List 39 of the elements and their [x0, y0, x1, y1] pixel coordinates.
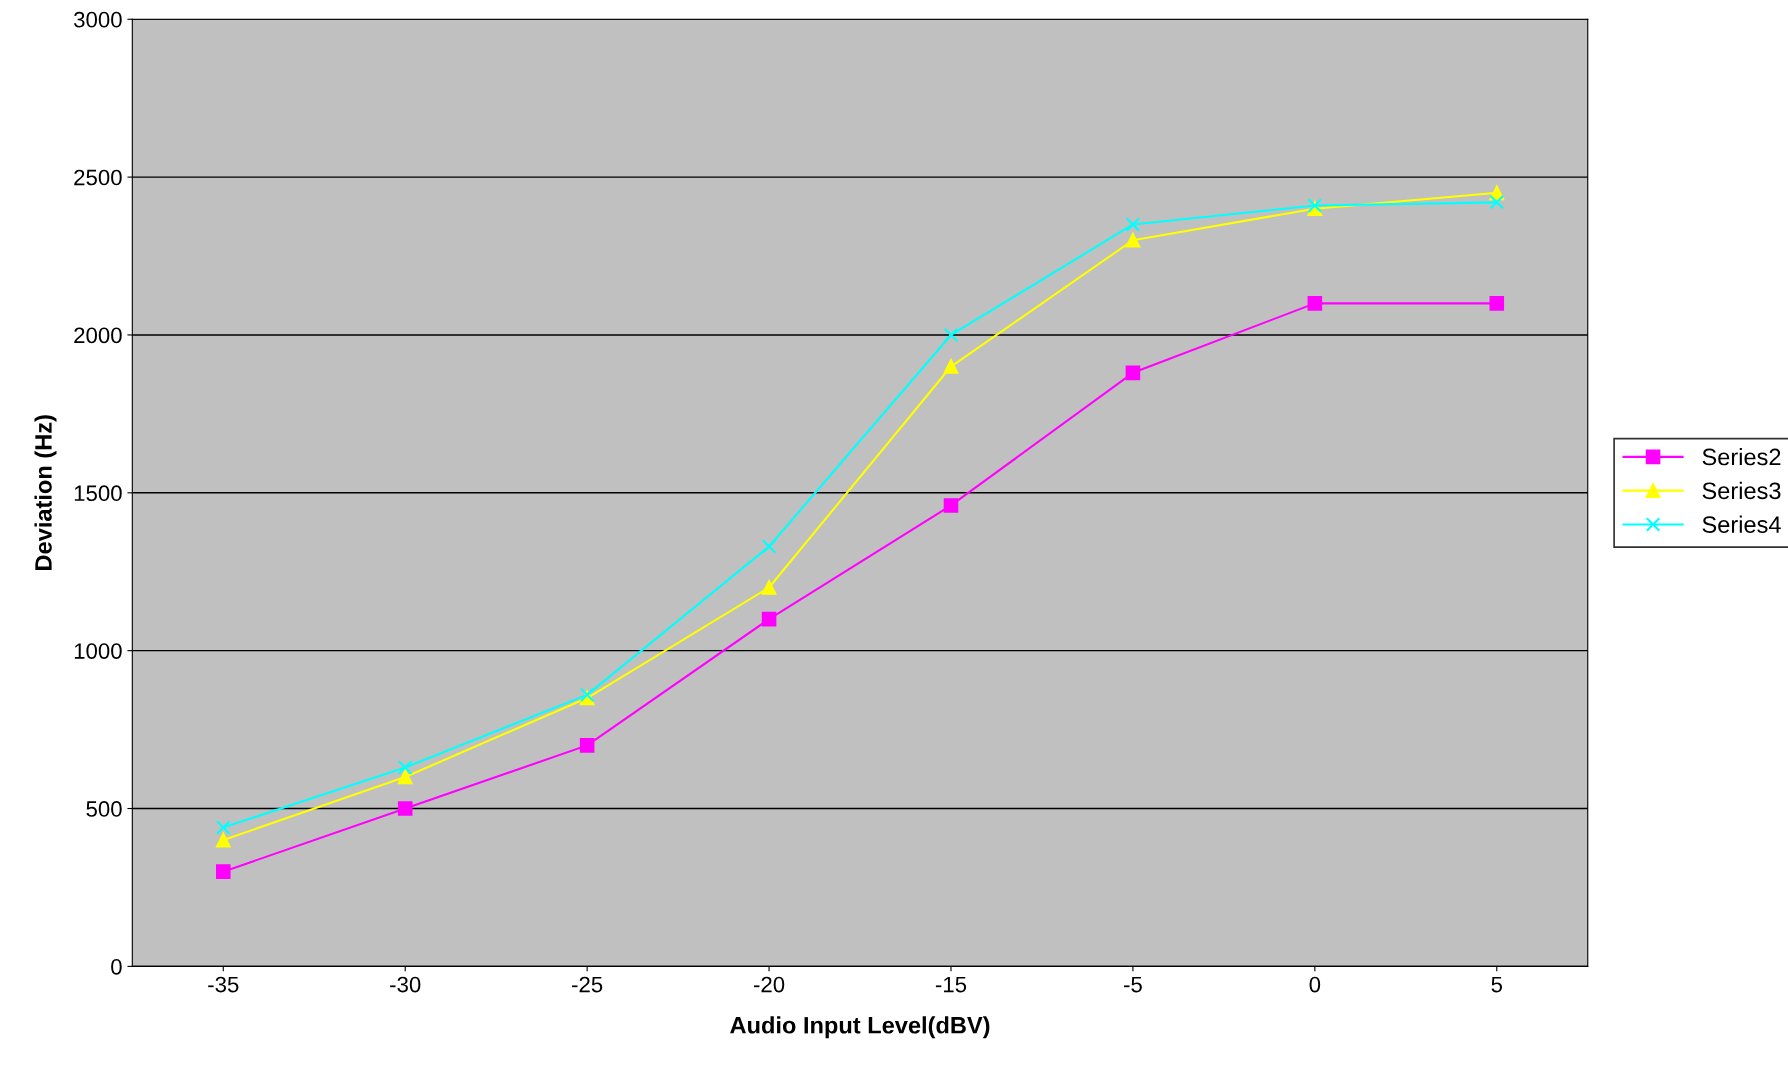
point	[397, 760, 413, 775]
y-tick-label: 2000	[74, 327, 122, 344]
point	[1125, 232, 1141, 248]
point	[215, 832, 231, 848]
y-tick-label: 2500	[74, 169, 122, 186]
legend-label: Series2	[1702, 447, 1781, 466]
point	[1489, 195, 1505, 210]
y-tick-label: 1000	[74, 643, 122, 659]
point	[943, 498, 959, 513]
point	[397, 769, 413, 785]
point	[1307, 296, 1323, 311]
point	[397, 801, 413, 816]
point	[943, 327, 959, 343]
point	[761, 539, 777, 554]
y-tick-label: 1500	[74, 485, 122, 502]
x-tick-label: -35	[208, 976, 239, 993]
y-tick-label: 500	[86, 801, 122, 817]
x-tick-label: -15	[935, 976, 967, 993]
x-tick-label: -20	[753, 976, 785, 993]
legend-label: Series4	[1702, 515, 1781, 533]
point	[215, 864, 231, 879]
legend-label: Series3	[1702, 481, 1781, 500]
point	[761, 611, 777, 627]
y-tick-label: 3000	[74, 11, 122, 28]
x-tick-label: 5	[1491, 976, 1503, 993]
point	[1489, 296, 1505, 311]
point	[1125, 365, 1141, 381]
x-tick-label: -25	[572, 976, 603, 993]
x-axis-title: Audio Input Level(dBV)	[730, 1016, 990, 1039]
point	[215, 820, 231, 835]
point	[761, 580, 777, 595]
y-tick-label: 0	[111, 958, 122, 975]
point	[1125, 217, 1141, 232]
x-tick-label: -5	[1124, 976, 1142, 993]
point	[943, 359, 959, 374]
y-axis-title: Deviation (Hz)	[34, 415, 57, 570]
x-tick-label: 0	[1309, 976, 1321, 993]
x-tick-label: -30	[390, 976, 421, 993]
point	[579, 738, 595, 753]
